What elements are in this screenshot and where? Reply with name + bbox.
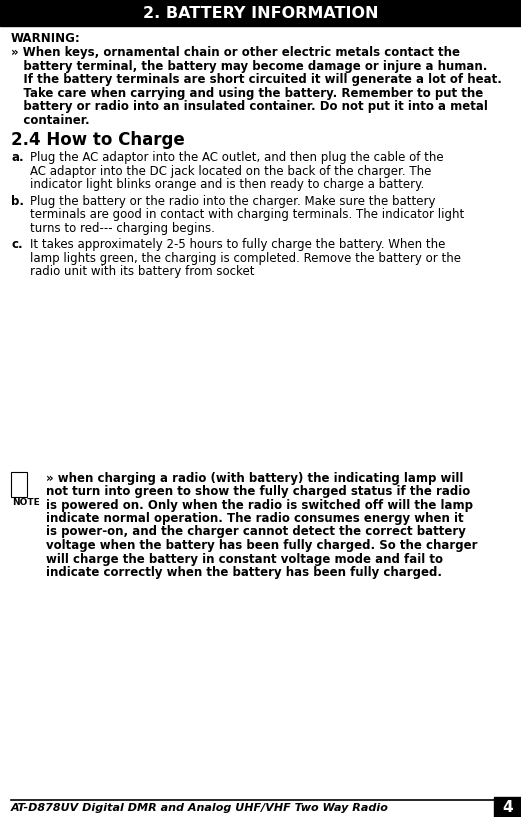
Text: » When keys, ornamental chain or other electric metals contact the: » When keys, ornamental chain or other e… — [11, 46, 460, 59]
Text: Take care when carrying and using the battery. Remember to put the: Take care when carrying and using the ba… — [11, 87, 483, 100]
Text: is powered on. Only when the radio is switched off will the lamp: is powered on. Only when the radio is sw… — [46, 498, 473, 511]
Text: » when charging a radio (with battery) the indicating lamp will: » when charging a radio (with battery) t… — [46, 471, 463, 484]
Text: WARNING:: WARNING: — [11, 32, 81, 45]
Text: 2.4 How to Charge: 2.4 How to Charge — [11, 131, 185, 149]
Text: Plug the battery or the radio into the charger. Make sure the battery: Plug the battery or the radio into the c… — [30, 194, 436, 208]
Text: not turn into green to show the fully charged status if the radio: not turn into green to show the fully ch… — [46, 485, 470, 498]
Text: It takes approximately 2-5 hours to fully charge the battery. When the: It takes approximately 2-5 hours to full… — [30, 238, 445, 251]
Text: b.: b. — [11, 194, 24, 208]
Text: 2. BATTERY INFORMATION: 2. BATTERY INFORMATION — [143, 6, 378, 20]
Text: Plug the AC adaptor into the AC outlet, and then plug the cable of the: Plug the AC adaptor into the AC outlet, … — [30, 151, 443, 164]
Text: NOTE: NOTE — [12, 498, 40, 507]
Bar — [11, 471, 27, 497]
Text: AC adaptor into the DC jack located on the back of the charger. The: AC adaptor into the DC jack located on t… — [30, 164, 431, 177]
Text: AT-D878UV Digital DMR and Analog UHF/VHF Two Way Radio: AT-D878UV Digital DMR and Analog UHF/VHF… — [11, 803, 389, 813]
Text: 4: 4 — [502, 800, 513, 815]
Text: indicate normal operation. The radio consumes energy when it: indicate normal operation. The radio con… — [46, 512, 464, 525]
Text: terminals are good in contact with charging terminals. The indicator light: terminals are good in contact with charg… — [30, 208, 464, 221]
Text: indicate correctly when the battery has been fully charged.: indicate correctly when the battery has … — [46, 566, 442, 579]
Text: container.: container. — [11, 114, 90, 127]
Text: a.: a. — [11, 151, 23, 164]
Text: battery terminal, the battery may become damage or injure a human.: battery terminal, the battery may become… — [11, 60, 487, 73]
Text: voltage when the battery has been fully charged. So the charger: voltage when the battery has been fully … — [46, 539, 478, 552]
Text: is power-on, and the charger cannot detect the correct battery: is power-on, and the charger cannot dete… — [46, 525, 466, 538]
Text: battery or radio into an insulated container. Do not put it into a metal: battery or radio into an insulated conta… — [11, 100, 488, 113]
Text: will charge the battery in constant voltage mode and fail to: will charge the battery in constant volt… — [46, 552, 443, 565]
Text: lamp lights green, the charging is completed. Remove the battery or the: lamp lights green, the charging is compl… — [30, 252, 461, 265]
Bar — [494, 797, 521, 817]
Text: indicator light blinks orange and is then ready to charge a battery.: indicator light blinks orange and is the… — [30, 178, 424, 191]
Bar — [0, 0, 521, 26]
Text: turns to red--- charging begins.: turns to red--- charging begins. — [30, 221, 215, 234]
Text: radio unit with its battery from socket: radio unit with its battery from socket — [30, 265, 254, 278]
Text: If the battery terminals are short circuited it will generate a lot of heat.: If the battery terminals are short circu… — [11, 73, 502, 86]
Text: c.: c. — [11, 238, 22, 251]
